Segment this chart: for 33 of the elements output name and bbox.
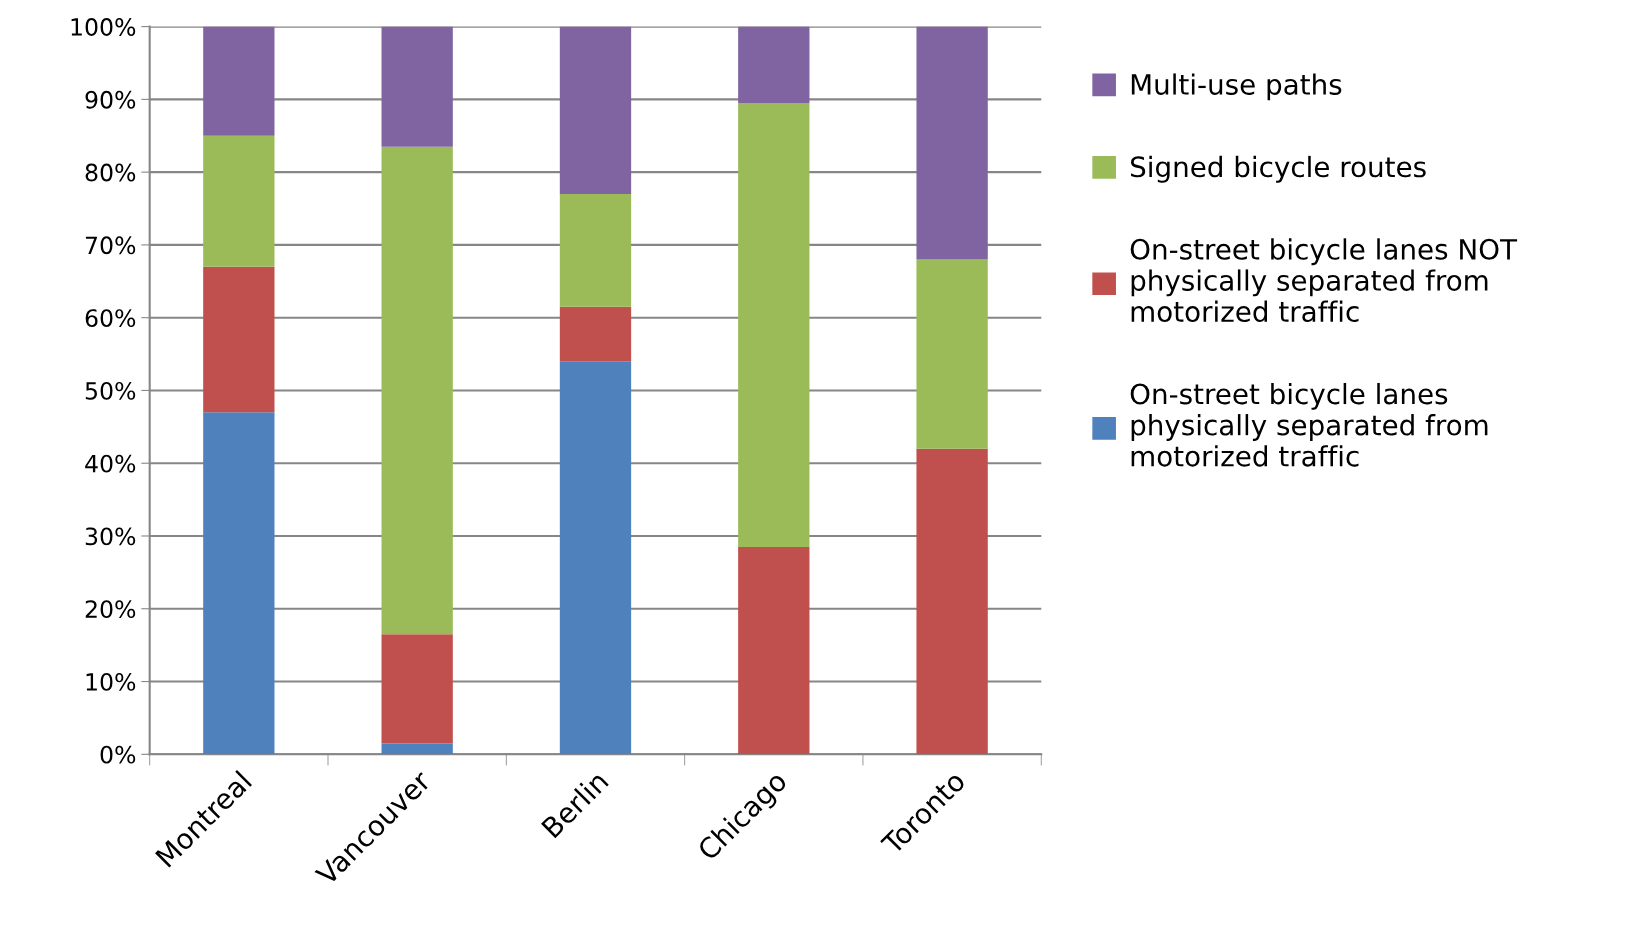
bar bbox=[381, 146, 453, 635]
bar bbox=[916, 259, 988, 449]
legend-label: On-street bicycle lanes physically separated from motorized traffic bbox=[1130, 382, 1488, 467]
y-tick-label: 0% bbox=[100, 745, 136, 764]
y-tick-label: 50% bbox=[85, 381, 136, 400]
bar bbox=[203, 26, 275, 136]
bar bbox=[559, 193, 632, 307]
bar bbox=[203, 135, 275, 267]
bar bbox=[381, 743, 453, 755]
y-tick-label: 100% bbox=[71, 18, 136, 36]
bar bbox=[203, 266, 275, 413]
bar bbox=[559, 306, 632, 362]
y-tick-label: 30% bbox=[85, 527, 136, 546]
y-tick-label: 10% bbox=[86, 672, 136, 691]
bar bbox=[738, 546, 810, 755]
bar bbox=[559, 361, 632, 755]
bar bbox=[738, 26, 810, 104]
bar bbox=[916, 448, 988, 755]
bar bbox=[203, 412, 275, 755]
y-tick-label: 80% bbox=[85, 163, 136, 182]
y-tick-label: 20% bbox=[85, 600, 136, 619]
bar bbox=[381, 634, 453, 744]
bar bbox=[916, 26, 988, 260]
y-tick-label: 90% bbox=[85, 90, 136, 109]
y-tick-label: 60% bbox=[85, 309, 136, 327]
legend-label: Multi-use paths bbox=[1131, 73, 1342, 101]
y-tick-label: 70% bbox=[85, 236, 136, 255]
bar bbox=[381, 26, 453, 147]
legend-label: Signed bicycle routes bbox=[1130, 155, 1426, 183]
legend-label: On-street bicycle lanes NOT physically separated from motorized traffic bbox=[1130, 238, 1518, 323]
bar bbox=[738, 103, 810, 547]
bar bbox=[559, 26, 632, 194]
y-tick-label: 40% bbox=[85, 454, 136, 473]
